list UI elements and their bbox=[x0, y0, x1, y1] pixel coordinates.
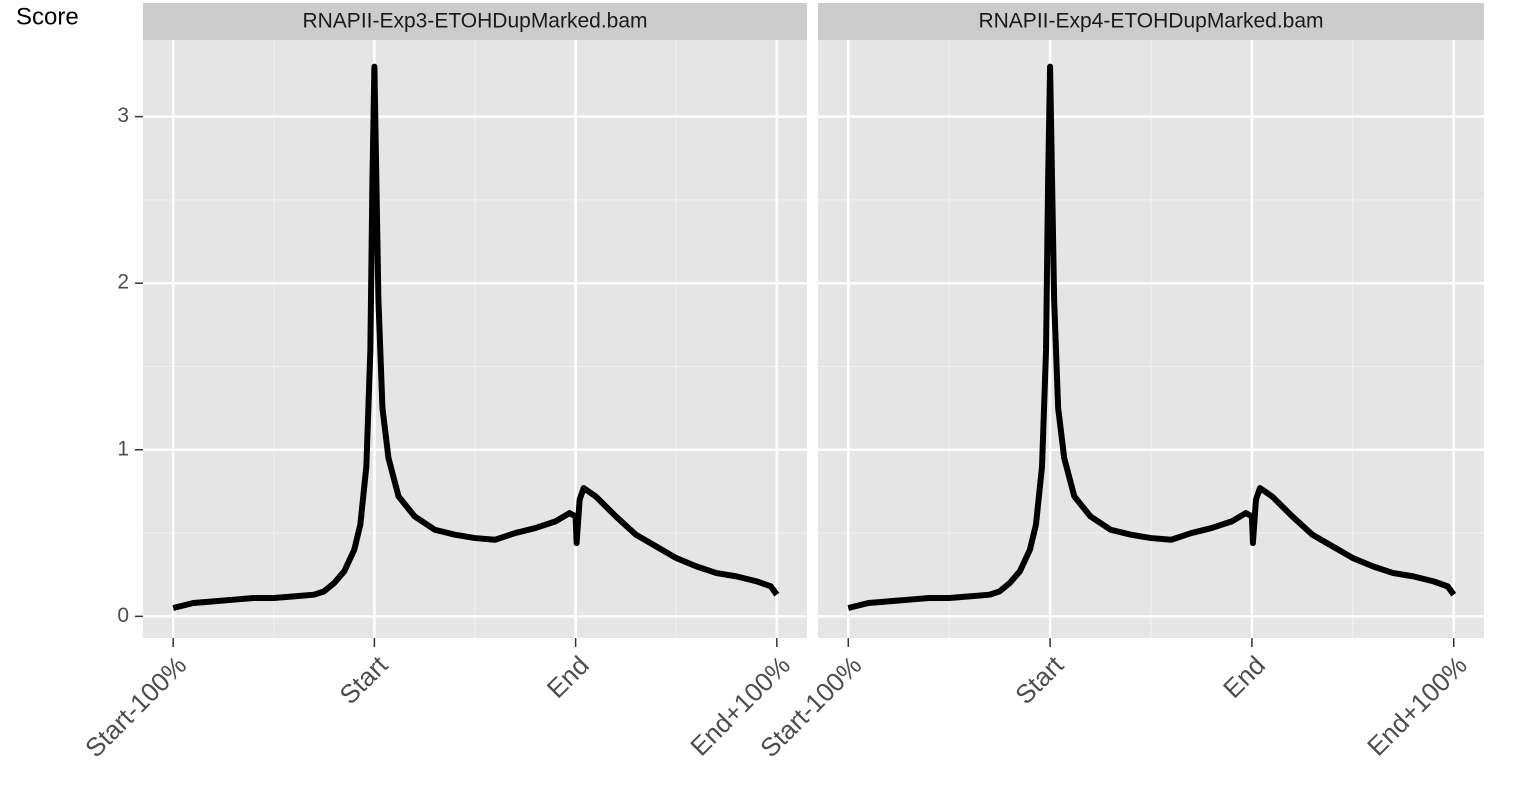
strip-title: RNAPII-Exp3-ETOHDupMarked.bam bbox=[302, 10, 647, 33]
x-tick-label: Start bbox=[333, 649, 394, 710]
x-tick-label: End bbox=[541, 650, 595, 704]
y-tick-label: 0 bbox=[117, 604, 129, 627]
y-tick-label: 2 bbox=[117, 271, 129, 294]
y-tick-label: 1 bbox=[117, 437, 129, 460]
strip bbox=[818, 3, 1484, 40]
x-tick-label: End bbox=[1217, 650, 1271, 704]
line bbox=[847, 63, 1457, 611]
x-tick-label: End+100% bbox=[1361, 650, 1473, 762]
strip-title: RNAPII-Exp4-ETOHDupMarked.bam bbox=[978, 10, 1323, 33]
y-tick-label: 3 bbox=[117, 104, 129, 127]
strip bbox=[143, 3, 807, 40]
line bbox=[172, 63, 780, 611]
y-axis-title: Score bbox=[16, 3, 79, 30]
x-tick-label: Start-100% bbox=[79, 650, 192, 763]
x-tick-label: Start bbox=[1009, 649, 1070, 710]
